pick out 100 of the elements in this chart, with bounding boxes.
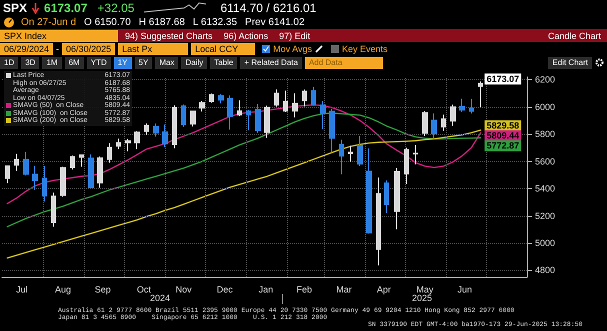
x-tick-label: Apr (376, 284, 391, 294)
text: 97) Edit (275, 30, 314, 42)
candlestick (5, 164, 10, 184)
y-tick-label: 4800 (535, 265, 556, 276)
text: O 6150.70 (84, 17, 131, 28)
candlestick (60, 166, 66, 198)
candlestick (134, 130, 140, 150)
text: Candle Chart (548, 30, 601, 40)
candlestick (431, 112, 437, 140)
text: 1Y (114, 56, 132, 68)
text: Local CCY (191, 43, 256, 55)
data-label: 5772.87 (486, 140, 520, 151)
candlestick (302, 89, 307, 108)
candlestick (255, 103, 261, 134)
line-series (6, 129, 482, 259)
text: 94) Suggested Charts (121, 30, 217, 42)
x-tick-label: Feb (296, 284, 312, 294)
text: + Related Data (240, 56, 302, 68)
candlestick (348, 145, 353, 162)
y-tick-label: 5400 (535, 184, 556, 194)
candlestick (292, 92, 298, 118)
x-tick-label: Nov (176, 284, 192, 294)
candlestick (51, 192, 56, 228)
candlestick (227, 94, 233, 130)
text: Max (155, 56, 178, 68)
y-tick-label: 5000 (535, 238, 556, 248)
candlestick (88, 154, 94, 189)
x-tick-label: Jan (258, 284, 274, 294)
text: Key Events (342, 44, 388, 54)
text: Add Data (304, 56, 383, 68)
y-tick-label: 6200 (535, 74, 556, 85)
candlestick (320, 100, 326, 130)
candlestick (384, 180, 389, 214)
candlestick (144, 122, 149, 136)
text: Prev 6141.02 (245, 17, 305, 28)
text: 1D (0, 56, 18, 68)
text: 2025 (412, 293, 432, 303)
candlestick (14, 153, 19, 172)
text: - (56, 44, 60, 54)
text: H 6187.68 (138, 17, 185, 28)
text: On 27-Jun d (21, 17, 76, 28)
candlestick (42, 165, 47, 202)
text: 3D (21, 56, 40, 68)
text: 5Y (134, 56, 152, 68)
x-tick-label: May (416, 284, 434, 294)
candlestick (107, 142, 112, 164)
candlestick (339, 139, 344, 175)
candlestick (478, 80, 483, 108)
text: SPX Index (0, 30, 118, 42)
candlestick (329, 108, 335, 153)
candlestick (97, 156, 103, 188)
x-tick-label: Jul (16, 284, 28, 294)
candlestick (469, 98, 474, 114)
text: L 6132.35 (192, 17, 238, 28)
text: SPX (3, 1, 28, 15)
text: 6M (64, 56, 84, 68)
text: 06/30/2025 (62, 43, 116, 55)
text: Edit Chart (548, 56, 592, 68)
candlestick (264, 105, 270, 138)
x-tick-label: Dec (216, 284, 234, 294)
data-label: 5829.58 (486, 120, 520, 131)
candlestick (283, 90, 288, 112)
candlestick (366, 148, 372, 234)
candlestick (237, 100, 242, 117)
candlestick (32, 165, 38, 190)
text: 96) Actions (220, 30, 272, 42)
candlestick (246, 110, 251, 131)
candlestick (23, 151, 29, 176)
candlestick (441, 114, 446, 132)
candlestick (199, 100, 205, 112)
candlestick (357, 135, 363, 166)
candlestick (79, 154, 84, 168)
candlestick (190, 110, 196, 128)
candlestick (116, 138, 121, 150)
candlestick (181, 104, 186, 128)
x-tick-label: Mar (336, 284, 352, 294)
candlestick (218, 94, 224, 104)
text: Last Px (118, 43, 188, 55)
x-tick-label: Jun (457, 284, 472, 294)
candlestick (413, 144, 418, 165)
candlestick (274, 88, 279, 108)
annotation: 6173.07 (486, 74, 520, 84)
candlestick (404, 147, 409, 184)
text: 2024 (150, 293, 170, 303)
candlestick (311, 86, 316, 106)
candlestick (376, 177, 381, 266)
candlestick (172, 104, 177, 149)
candlestick (70, 155, 75, 170)
data-label: 5809.44 (486, 130, 520, 141)
y-tick-label: 5200 (535, 210, 556, 221)
text: 6114.70 / 6216.01 (220, 1, 316, 15)
x-tick-label: Aug (54, 284, 71, 294)
text: 6173.07 (44, 1, 88, 15)
y-tick-label: 6000 (535, 102, 556, 112)
candlestick (422, 110, 428, 137)
text: +32.05 (97, 1, 134, 15)
candlestick (450, 104, 456, 126)
text: 06/29/2024 (0, 43, 54, 55)
candlestick (209, 92, 214, 104)
x-tick-label: Oct (136, 284, 152, 294)
